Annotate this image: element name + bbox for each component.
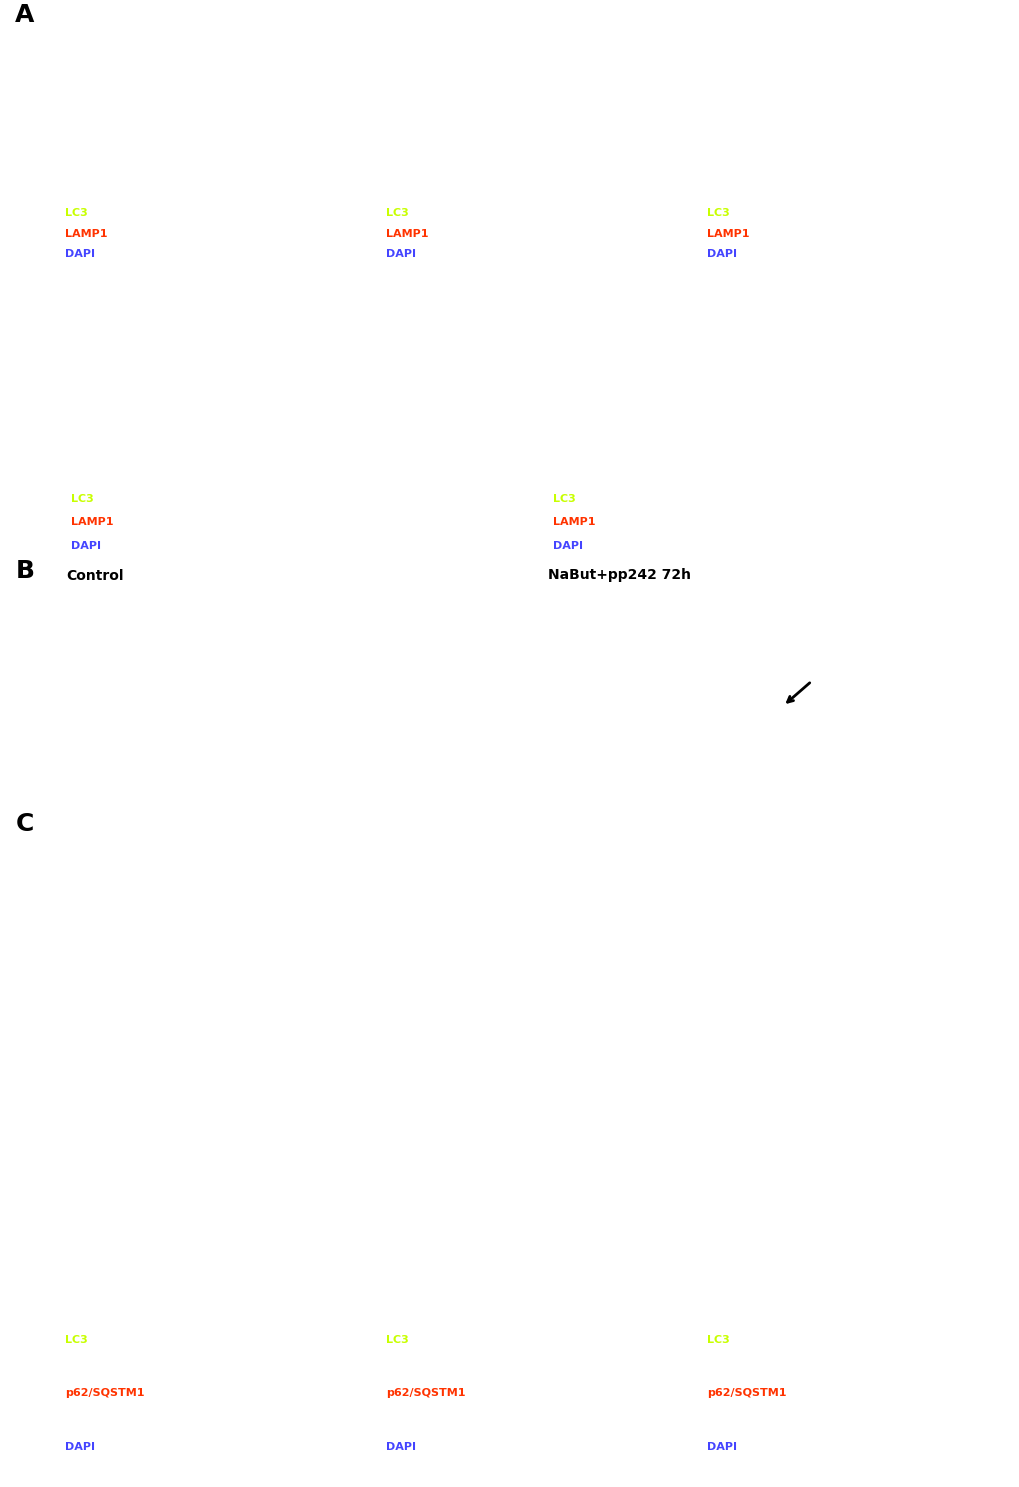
Text: p62/SQSTM1: p62/SQSTM1 — [64, 1389, 144, 1398]
Text: Control: Control — [66, 568, 123, 583]
Text: LAMP1: LAMP1 — [385, 229, 428, 238]
Text: LC3: LC3 — [385, 1335, 408, 1346]
Text: NaBut+pp242 72h: NaBut+pp242 72h — [66, 277, 209, 290]
Text: LC3: LC3 — [706, 1335, 729, 1346]
Text: DAPI: DAPI — [71, 541, 101, 550]
Text: DAPI: DAPI — [64, 1442, 95, 1451]
Text: NaBut+pp242 72h: NaBut+pp242 72h — [548, 568, 691, 583]
Text: LC3: LC3 — [706, 208, 729, 217]
Text: LC3: LC3 — [552, 494, 576, 504]
Text: LAMP1: LAMP1 — [64, 229, 107, 238]
Text: NaBut 72h: NaBut 72h — [703, 834, 786, 848]
Text: Control: Control — [61, 13, 119, 27]
Text: p62/SQSTM1: p62/SQSTM1 — [706, 1389, 786, 1398]
Text: p62/SQSTM1: p62/SQSTM1 — [385, 1389, 465, 1398]
Text: NaBut 72h: NaBut 72h — [382, 13, 465, 27]
Text: DAPI: DAPI — [706, 1442, 736, 1451]
Text: B: B — [15, 559, 35, 583]
Text: DAPI: DAPI — [64, 250, 95, 259]
Text: LAMP1: LAMP1 — [706, 229, 749, 238]
Text: LAMP1: LAMP1 — [71, 517, 113, 528]
Text: C: C — [16, 812, 35, 836]
Text: DAPI: DAPI — [385, 250, 416, 259]
Text: DAPI: DAPI — [706, 250, 736, 259]
Text: LC3: LC3 — [71, 494, 94, 504]
Text: A: A — [15, 3, 35, 27]
Text: LAMP1: LAMP1 — [552, 517, 595, 528]
Text: NaBut+pp242 72h: NaBut+pp242 72h — [548, 277, 691, 290]
Text: NaBut+pp242 24h: NaBut+pp242 24h — [703, 13, 846, 27]
Text: NaBut+pp242 72h: NaBut+pp242 72h — [382, 834, 525, 848]
Text: LC3: LC3 — [64, 208, 88, 217]
Text: DAPI: DAPI — [552, 541, 583, 550]
Text: LC3: LC3 — [64, 1335, 88, 1346]
Text: Control: Control — [61, 834, 119, 848]
Text: LC3: LC3 — [385, 208, 408, 217]
Text: DAPI: DAPI — [385, 1442, 416, 1451]
